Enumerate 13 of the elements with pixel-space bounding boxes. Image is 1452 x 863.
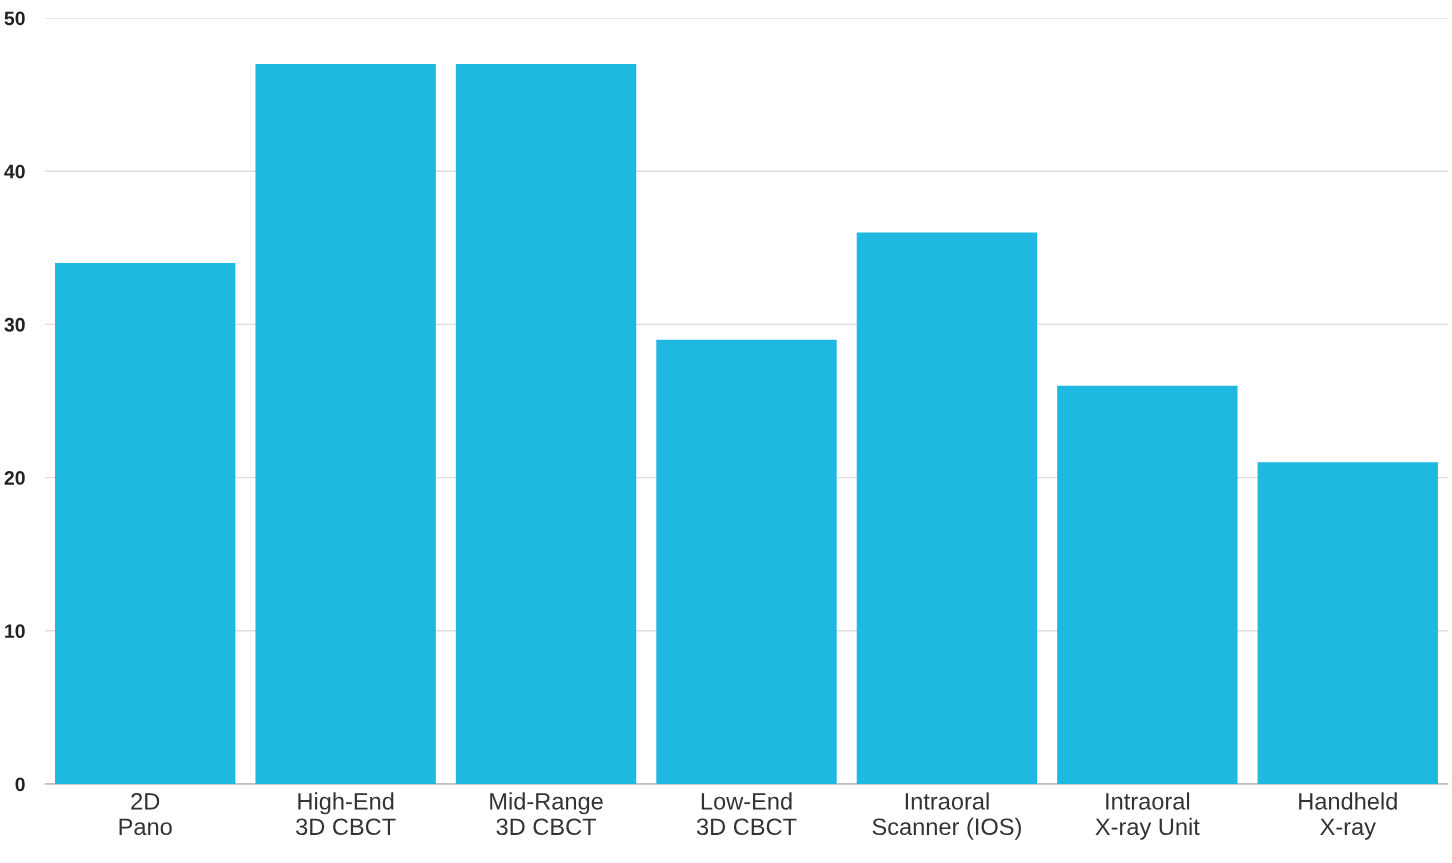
x-tick-label: Low-End 3D CBCT: [696, 792, 797, 836]
x-tick-label: 2D Pano: [119, 792, 172, 836]
y-tick-label: 0: [15, 777, 25, 792]
y-tick-label: 10: [5, 624, 25, 639]
x-tick-label: Intraoral X-ray Unit: [1095, 792, 1200, 840]
x-tick-label: High-End 3D CBCT: [296, 792, 396, 836]
x-tick-label: Mid-Range 3D CBCT: [490, 792, 603, 836]
y-tick-label: 40: [4, 164, 25, 179]
x-tick-label: Handheld X-ray: [1299, 792, 1397, 840]
y-tick-label: 30: [4, 317, 25, 332]
y-tick-label: 20: [4, 471, 25, 485]
y-tick-label: 50: [4, 11, 25, 26]
x-tick-label: Intraoral Scanner (IOS): [872, 792, 1021, 840]
